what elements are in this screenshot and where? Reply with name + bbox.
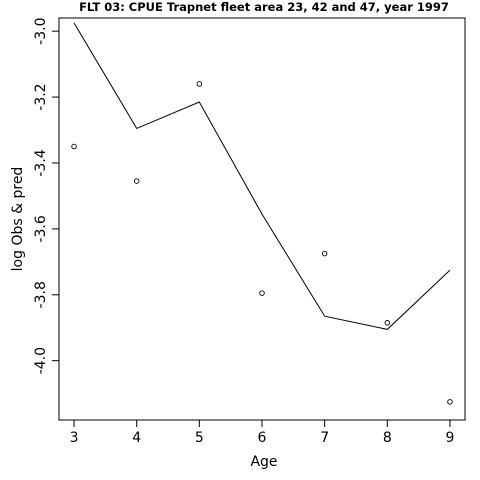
observed-point bbox=[133, 178, 140, 184]
x-tick-label: 9 bbox=[446, 430, 455, 446]
observed-point bbox=[321, 250, 328, 257]
y-axis: -3.0 -3.2 -3.4 -3.6 -3.8 -4.0 bbox=[33, 18, 59, 374]
x-axis: 3 4 5 6 7 8 9 bbox=[70, 420, 455, 446]
x-tick-label: 3 bbox=[70, 430, 79, 446]
observed-point bbox=[384, 320, 391, 326]
x-tick-label: 6 bbox=[258, 430, 267, 446]
x-axis-label: Age bbox=[250, 454, 277, 470]
y-tick-label: -3.0 bbox=[33, 18, 49, 45]
observed-point bbox=[259, 290, 265, 296]
x-tick-label: 8 bbox=[383, 430, 392, 446]
chart-title: FLT 03: CPUE Trapnet fleet area 23, 42 a… bbox=[79, 0, 449, 14]
observed-point bbox=[196, 81, 203, 87]
x-tick-label: 7 bbox=[320, 430, 329, 446]
y-tick-label: -3.4 bbox=[33, 149, 49, 176]
series-layer bbox=[71, 22, 453, 405]
x-tick-label: 4 bbox=[132, 430, 141, 446]
y-axis-label: log Obs & pred bbox=[10, 167, 26, 272]
y-tick-label: -3.6 bbox=[33, 215, 49, 242]
observed-point bbox=[447, 399, 453, 405]
observed-point bbox=[71, 143, 77, 150]
y-tick-label: -3.2 bbox=[33, 83, 49, 110]
y-tick-label: -3.8 bbox=[33, 281, 49, 308]
y-tick-label: -4.0 bbox=[33, 347, 49, 374]
predicted-line bbox=[73, 22, 451, 330]
plot-frame bbox=[58, 17, 466, 421]
x-tick-label: 5 bbox=[195, 430, 204, 446]
